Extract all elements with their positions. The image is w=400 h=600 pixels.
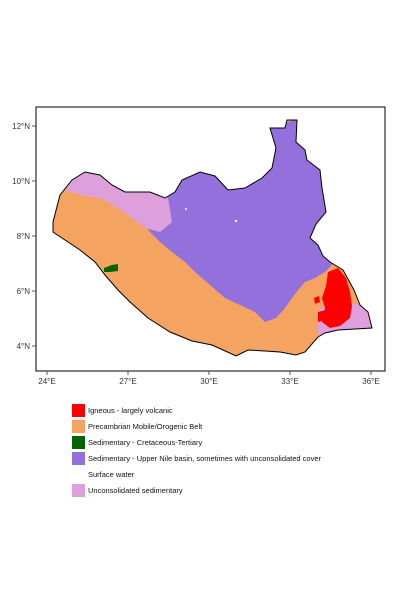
legend-label: Surface water: [88, 469, 135, 479]
legend-label: Igneous - largely volcanic: [88, 405, 173, 415]
unit-igneous: [322, 268, 352, 328]
legend-swatch: [72, 403, 85, 417]
x-tick-label: 33°E: [281, 377, 298, 386]
country-border: [52, 119, 373, 357]
surface-water-spot: [185, 208, 187, 210]
legend-item-cretaceous: Sedimentary - Cretaceous-Tertiary: [72, 435, 321, 449]
legend-label: Precambrian Mobile/Orogenic Belt: [88, 421, 203, 431]
legend-swatch: [72, 483, 85, 497]
y-tick-label: 8°N: [17, 232, 31, 241]
legend-label: Unconsolidated sedimentary: [88, 485, 183, 495]
legend-swatch: [72, 419, 85, 433]
x-tick-label: 27°E: [119, 377, 136, 386]
y-tick-label: 6°N: [17, 287, 31, 296]
legend-swatch: [72, 451, 85, 465]
x-axis: [46, 371, 372, 375]
legend-label: Sedimentary - Cretaceous-Tertiary: [88, 437, 203, 447]
y-tick-label: 4°N: [17, 342, 31, 351]
legend-item-upper-nile: Sedimentary - Upper Nile basin, sometime…: [72, 451, 321, 465]
unit-unconsolidated-northwest: [65, 170, 172, 232]
legend-swatch: [72, 435, 85, 449]
unit-upper-nile: [130, 120, 332, 322]
unit-igneous-fragments: [314, 296, 326, 322]
y-tick-label: 10°N: [12, 177, 30, 186]
unit-cretaceous: [104, 264, 118, 272]
legend-label: Sedimentary - Upper Nile basin, sometime…: [88, 453, 322, 463]
legend-item-precambrian: Precambrian Mobile/Orogenic Belt: [72, 419, 321, 433]
legend-item-surface-water: Surface water: [72, 467, 321, 481]
x-tick-label: 24°E: [38, 377, 55, 386]
y-tick-label: 12°N: [12, 122, 30, 131]
legend-item-igneous: Igneous - largely volcanic: [72, 403, 321, 417]
y-axis: [32, 125, 36, 347]
surface-water-spot: [234, 219, 238, 223]
legend: Igneous - largely volcanic Precambrian M…: [72, 403, 321, 499]
legend-swatch: [72, 467, 85, 481]
x-tick-label: 36°E: [362, 377, 379, 386]
x-tick-label: 30°E: [200, 377, 217, 386]
legend-item-unconsolidated: Unconsolidated sedimentary: [72, 483, 321, 497]
